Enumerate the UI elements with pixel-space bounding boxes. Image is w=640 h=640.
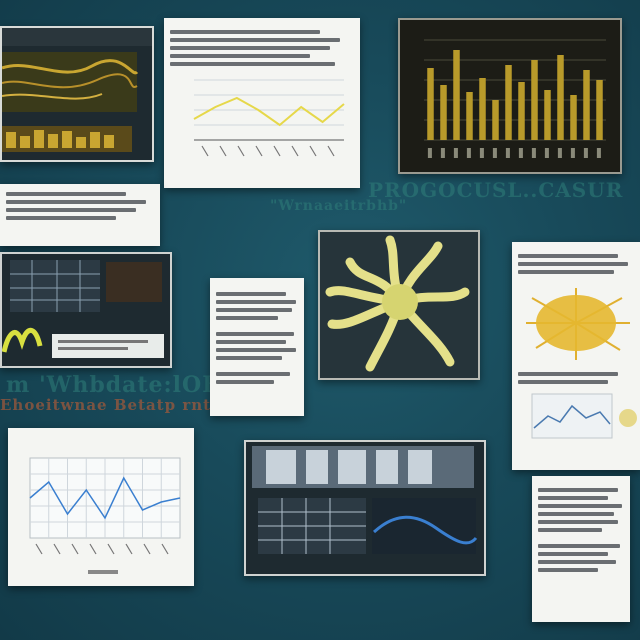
blue-line-chart [29, 457, 181, 574]
x-tick-label [35, 543, 43, 555]
report-card-blue-chart [8, 428, 194, 586]
gold-bar [596, 80, 603, 140]
x-tick-label [291, 145, 299, 157]
x-tick-label [143, 543, 151, 555]
gold-bar [583, 70, 590, 140]
x-tick-label [309, 145, 317, 157]
dashboard-card-top-left [0, 26, 154, 162]
note-card-center [210, 278, 304, 416]
monitor-card-bottom [244, 440, 486, 576]
gold-bar [427, 68, 434, 140]
monitor-panel [2, 260, 164, 358]
x-tick [583, 148, 588, 158]
gold-bar [531, 60, 538, 140]
x-tick-label [125, 543, 133, 555]
gold-bar [544, 90, 551, 140]
gold-bar [492, 100, 499, 140]
caption-line [88, 570, 118, 574]
gold-bar [505, 65, 512, 140]
gold-bar-chart [424, 39, 606, 158]
x-tick-label [201, 145, 209, 157]
x-tick [557, 148, 562, 158]
x-tick [453, 148, 458, 158]
x-tick-label [71, 543, 79, 555]
gold-bar-chart-card [398, 18, 622, 174]
yellow-line-chart [193, 79, 345, 157]
x-tick [570, 148, 575, 158]
background-text-3: Ehoeitwnae Betatp rntt [0, 396, 219, 414]
blue-series-line [29, 476, 181, 520]
x-tick [479, 148, 484, 158]
yellow-series-line [193, 96, 345, 127]
x-tick-label [237, 145, 245, 157]
x-tick-label [89, 543, 97, 555]
x-tick [440, 148, 445, 158]
x-tick [531, 148, 536, 158]
x-tick-label [219, 145, 227, 157]
x-tick [505, 148, 510, 158]
background-text-2: m 'Whbdate:lOB [6, 372, 222, 398]
text-card-bottom-right [532, 476, 630, 622]
x-tick-label [255, 145, 263, 157]
x-tick [518, 148, 523, 158]
report-card-line-chart [164, 18, 360, 188]
gold-bar [570, 95, 577, 140]
monitor-bottom-panel [252, 446, 478, 554]
x-tick [596, 148, 601, 158]
background-text-4: "Wrnaaeitrbhb" [270, 198, 408, 214]
x-tick-label [327, 145, 335, 157]
organism-photo [318, 230, 480, 380]
x-tick-label [161, 543, 169, 555]
golden-specimen-image [526, 288, 630, 360]
table-card-left [0, 184, 160, 246]
x-tick [492, 148, 497, 158]
gold-lines-panel [2, 28, 152, 152]
background-text-1: PROGOCUSL..CASUR [368, 178, 624, 202]
gold-bar [518, 82, 525, 140]
x-tick-label [273, 145, 281, 157]
x-tick-label [107, 543, 115, 555]
x-tick [466, 148, 471, 158]
specimen-report-card [512, 242, 640, 470]
gold-bar [479, 78, 486, 140]
x-tick [427, 148, 432, 158]
x-tick-label [53, 543, 61, 555]
monitor-card-left [0, 252, 172, 368]
mini-blue-chart [531, 393, 637, 439]
x-tick [544, 148, 549, 158]
gold-bar [453, 50, 460, 140]
gold-bar [466, 92, 473, 140]
organism-image [325, 235, 470, 372]
gold-bar [557, 55, 564, 140]
gold-bar [440, 85, 447, 140]
